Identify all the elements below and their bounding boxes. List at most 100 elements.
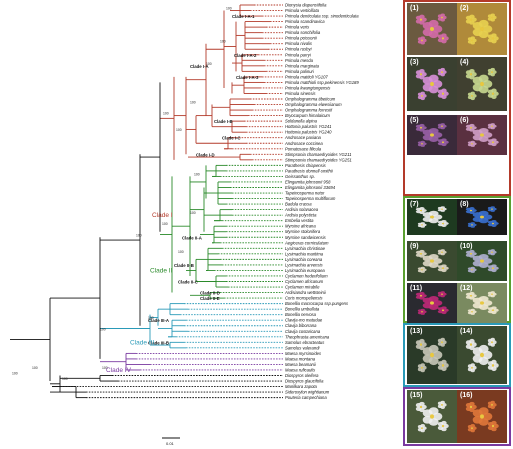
photo-number: (6) <box>460 117 469 124</box>
flower-picture <box>415 249 449 273</box>
support-value: 100 <box>100 327 106 331</box>
tip-label: Parathesis chiapensis <box>285 163 327 168</box>
subclade-label: Clade I-A-1 <box>232 14 255 19</box>
major-clade-label: Clade I <box>152 212 173 219</box>
subclade-label: Clade II-C <box>178 280 198 285</box>
tip-label: Bonellia umbellata <box>285 307 320 312</box>
support-value: 100 <box>136 233 142 237</box>
tip-label: Hottonia palustris YG240 <box>285 130 332 135</box>
tip-label: Ardisiandra wettsteinii <box>284 290 327 295</box>
flower-photo: (8) <box>457 199 507 235</box>
flower-photo: (9) <box>407 241 457 281</box>
tip-label: Tapeinosperma netor <box>285 191 325 196</box>
flower-picture <box>465 291 499 315</box>
photo-number: (7) <box>410 201 419 208</box>
flower-picture <box>465 13 499 45</box>
subclade-label: Clade I-D <box>196 152 215 157</box>
photo-number: (5) <box>410 117 419 124</box>
photo-number: (16) <box>460 392 473 399</box>
tip-label: Lysimachia maritima <box>285 251 324 256</box>
flower-photo: (10) <box>457 241 507 281</box>
flower-picture <box>415 291 449 315</box>
tip-label: Samolus ebracteatus <box>285 340 325 345</box>
tip-label: Cyclamen africanum <box>285 279 324 284</box>
photo-group-clade-I <box>403 0 511 196</box>
photo-number: (8) <box>460 201 469 208</box>
tip-label: Ardisia polysticta <box>284 213 317 218</box>
support-value: 100 <box>102 366 108 370</box>
subclade-label: Clade III-A <box>148 318 169 323</box>
tip-label: Primula marginata <box>285 63 320 68</box>
support-value: 100 <box>163 112 169 116</box>
photo-number: (1) <box>410 5 419 12</box>
tip-label: Embelia vestita <box>285 218 314 223</box>
tip-label: Primula veris <box>285 25 310 30</box>
tip-label: Geissanthus sp. <box>285 174 315 179</box>
tip-label: Pomatosace filicula <box>285 146 322 151</box>
support-value: 100 <box>62 377 68 381</box>
subclade-label: Clade II-D <box>200 291 220 296</box>
tip-label: Primula nivalis <box>285 41 313 46</box>
subclade-label: Clade I-A-2 <box>234 53 257 58</box>
subclade-label: Clade I-A <box>190 64 209 69</box>
flower-photo: (15) <box>407 390 457 443</box>
tip-label: Primula verticillata <box>285 8 320 13</box>
photo-number: (15) <box>410 392 423 399</box>
support-value: 100 <box>190 211 196 215</box>
subclade-label: Clade II-A <box>182 235 202 240</box>
tip-label: Soldanella alpina <box>285 119 318 124</box>
subclade-label: Clade I-B <box>214 119 233 124</box>
flower-picture <box>415 67 449 101</box>
tip-label: Clavija-mo matudae <box>285 318 323 323</box>
photo-panel: (1) (2) (3) (4) (5) (6) (7) (8) (9) (10) (11) (12) (… <box>403 0 511 446</box>
tip-label: Manilkara zapota <box>285 384 318 389</box>
flower-picture <box>465 206 499 228</box>
tip-label: Pouteria campechiana <box>285 395 327 400</box>
support-value: 100 <box>12 372 18 376</box>
tip-label: Theophrasta americana <box>285 334 330 339</box>
flower-photo: (11) <box>407 283 457 323</box>
flower-picture <box>465 400 499 433</box>
tip-label: Hottonia palustris YG241 <box>285 124 331 129</box>
subclade-label: Clade I-A-3 <box>236 75 259 80</box>
tip-label: Maesa ruficaulis <box>285 367 316 372</box>
flower-picture <box>415 13 449 45</box>
tip-label: Sideroxylon wightianum <box>285 390 330 395</box>
photo-number: (3) <box>410 59 419 66</box>
tip-label: Badula crassa <box>285 202 312 207</box>
tip-label: Primula sinensis <box>285 91 316 96</box>
tip-label: Tapeinosperma multiflorum <box>285 196 336 201</box>
tip-label: Primula scandinavica <box>285 19 325 24</box>
tip-label: Bonellia nervosa <box>285 312 317 317</box>
tip-label: Diospyros oleifera <box>285 373 319 378</box>
tip-label: Lysimachia christinae <box>285 246 326 251</box>
support-value: 100 <box>190 101 196 105</box>
major-clade-label: Clade III <box>130 339 154 346</box>
flower-photo: (5) <box>407 115 457 155</box>
tip-label: Clavija costaricana <box>285 329 321 334</box>
tip-label: Maesa beamanii <box>285 362 317 367</box>
flower-picture <box>465 67 499 101</box>
tip-label: Primula kwangtungensis <box>285 85 331 90</box>
photo-number: (13) <box>410 328 423 335</box>
subclade-label: Clade I-C <box>222 136 241 141</box>
photo-number: (10) <box>460 243 473 250</box>
tip-label: Myrsine stolonifera <box>285 229 321 234</box>
tip-label: Aegiceras corniculatum <box>284 240 329 245</box>
flower-picture <box>465 123 499 147</box>
tip-label: Primula denticulata ssp. sinodenticulata <box>285 14 359 19</box>
photo-number: (11) <box>410 285 423 292</box>
tip-label: Diospyros glaucifolia <box>285 379 324 384</box>
flower-picture <box>465 249 499 273</box>
tip-label: Lysimachia europaea <box>285 268 325 273</box>
subclade-label: Clade II-E <box>200 296 220 301</box>
scale-label: 0.01 <box>166 441 175 446</box>
flower-photo: (1) <box>407 3 457 55</box>
tip-label: Maesa montana <box>285 356 316 361</box>
flower-photo: (16) <box>457 390 507 443</box>
tip-label: Ardisia solanacea <box>284 207 319 212</box>
tip-label: Stimpsonia chamaedryoides YG211 <box>285 152 351 157</box>
support-value: 100 <box>32 366 38 370</box>
tip-label: Primula mesda <box>285 58 314 63</box>
